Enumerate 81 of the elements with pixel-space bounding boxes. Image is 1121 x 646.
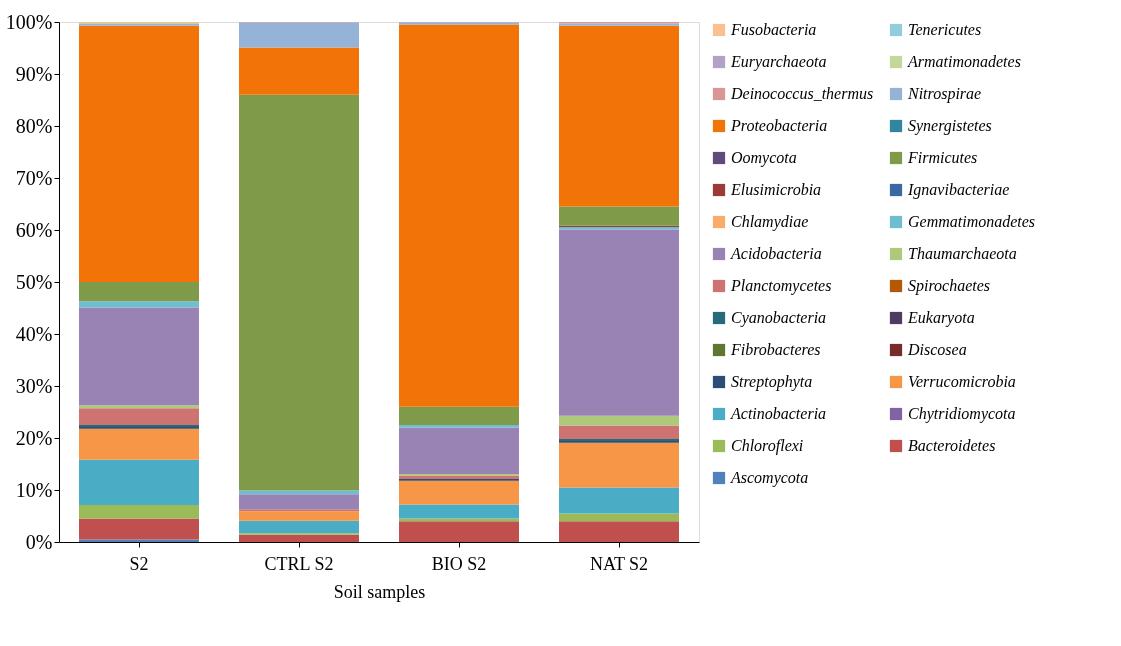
bar: [79, 505, 199, 519]
legend-label: Cyanobacteria: [731, 309, 827, 327]
legend-label: Armatimonadetes: [907, 53, 1021, 70]
legend-label: Proteobacteria: [730, 117, 828, 134]
bar: [239, 511, 359, 521]
legend-label: Spirochaetes: [908, 277, 991, 295]
bar: [559, 425, 679, 440]
bar: [79, 301, 199, 308]
bar: [559, 25, 679, 207]
bar: [559, 487, 679, 514]
x-tick-label: NAT S2: [589, 553, 649, 574]
legend-label: Verrucomicrobia: [908, 373, 1016, 390]
legend-label: Ascomycota: [730, 469, 809, 487]
legend-label: Chloroflexi: [731, 437, 804, 455]
y-tick-label: 40%: [15, 322, 53, 345]
bar: [399, 475, 519, 480]
y-tick-label: 100%: [5, 10, 53, 33]
bar: [79, 518, 199, 540]
x-tick-label: S2: [129, 553, 149, 574]
legend-label: Acidobacteria: [730, 245, 822, 262]
bar: [239, 47, 359, 95]
bar: [399, 480, 519, 505]
y-tick-label: 0%: [25, 530, 53, 553]
legend-label: Planctomycetes: [730, 277, 832, 295]
bar: [239, 509, 359, 512]
legend-label: Gemmatimonadetes: [908, 213, 1036, 230]
bar: [559, 206, 679, 226]
legend-label: Thaumarchaeota: [908, 245, 1017, 262]
bar: [239, 94, 359, 491]
bar: [239, 520, 359, 534]
bar: [399, 24, 519, 407]
bar: [79, 282, 199, 302]
bar: [79, 307, 199, 406]
bar: [559, 442, 679, 488]
legend-label: Chytridiomycota: [908, 405, 1016, 423]
y-tick-label: 30%: [15, 374, 53, 397]
y-tick-label: 80%: [15, 114, 53, 137]
x-axis-title: Soil samples: [333, 581, 426, 602]
bar: [399, 521, 519, 542]
bar: [399, 427, 519, 474]
bar: [79, 539, 199, 542]
legend-label: Streptophyta: [731, 373, 813, 391]
y-tick-label: 70%: [15, 166, 53, 189]
x-tick-label: BIO S2: [431, 553, 487, 574]
legend-label: Euryarchaeota: [730, 53, 827, 71]
y-tick-label: 60%: [15, 218, 53, 241]
bar: [79, 428, 199, 460]
legend-label: Synergistetes: [908, 117, 992, 135]
bar: [239, 494, 359, 510]
y-tick-label: 10%: [15, 478, 53, 501]
legend-label: Elusimicrobia: [730, 181, 822, 198]
legend-label: Fusobacteria: [730, 21, 817, 38]
bar: [399, 406, 519, 425]
legend-label: Oomycota: [731, 149, 797, 167]
legend-label: Eukaryota: [907, 309, 975, 327]
legend-label: Actinobacteria: [730, 405, 827, 422]
bar: [559, 229, 679, 416]
bar: [399, 425, 519, 428]
bar: [559, 513, 679, 522]
y-tick-label: 90%: [15, 62, 53, 85]
legend-label: Ignavibacteriae: [907, 181, 1010, 199]
bar: [79, 459, 199, 506]
legend-label: Discosea: [907, 341, 967, 358]
legend-label: Nitrospirae: [907, 85, 982, 103]
bar: [559, 415, 679, 426]
bar: [79, 25, 199, 282]
bar: [239, 534, 359, 542]
legend-label: Firmicutes: [907, 149, 978, 166]
legend-label: Chlamydiae: [731, 213, 809, 231]
legend-label: Fibrobacteres: [730, 341, 821, 358]
bar: [399, 504, 519, 519]
bar: [239, 22, 359, 48]
y-tick-label: 50%: [15, 270, 53, 293]
legend-label: Tenericutes: [908, 21, 982, 38]
y-tick-label: 20%: [15, 426, 53, 449]
bar: [79, 405, 199, 409]
legend-label: Deinococcus_thermus: [730, 85, 874, 102]
bar: [559, 521, 679, 542]
legend-label: Bacteroidetes: [908, 437, 996, 454]
bar: [79, 408, 199, 425]
x-tick-label: CTRL S2: [264, 553, 334, 574]
